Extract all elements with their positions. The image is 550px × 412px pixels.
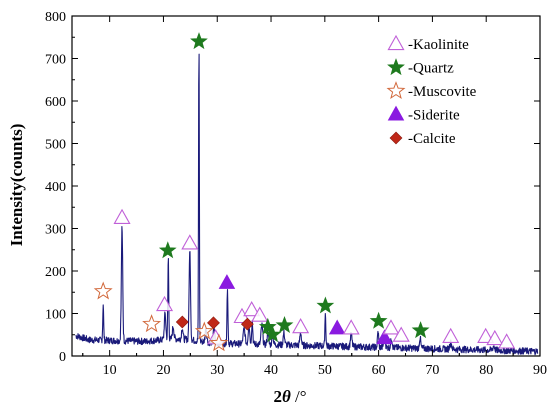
legend: -Kaolinite -Quartz -Muscovite -Siderite -Cal… (386, 34, 477, 147)
quartz-marker (263, 325, 282, 343)
x-tick-label: 60 (372, 363, 386, 378)
legend-label: -Calcite (408, 131, 456, 147)
axes: 10 20 30 40 50 60 70 80 90 0 100 200 300 400 500 600 700… (45, 10, 547, 378)
legend-label: -Kaolinite (408, 37, 469, 53)
kaolinite-marker (243, 300, 261, 317)
y-tick-label: 300 (45, 223, 66, 238)
quartz-marker (316, 296, 335, 314)
x-tick-label: 50 (318, 363, 332, 378)
x-tick-label: 30 (210, 363, 224, 378)
quartz-marker (369, 311, 388, 329)
muscovite-marker (142, 314, 162, 333)
quartz-marker (190, 32, 208, 50)
calcite-marker (207, 316, 220, 330)
kaolinite-marker (382, 319, 400, 335)
kaolinite-marker (342, 319, 360, 335)
kaolinite-marker (442, 327, 460, 344)
siderite-marker (218, 274, 236, 289)
y-tick-label: 700 (45, 53, 66, 68)
legend-diamond-filled-symbol (389, 131, 403, 145)
legend-triangle-filled-symbol (387, 105, 405, 121)
kaolinite-marker (251, 306, 269, 322)
siderite-marker (328, 319, 346, 335)
y-tick-label: 800 (45, 10, 66, 25)
kaolinite-marker (292, 317, 310, 334)
legend-star-filled-symbol (387, 58, 405, 76)
x-axis-label-unit: /° (291, 387, 307, 406)
siderite-marker (376, 329, 393, 345)
xrd-pattern-line (75, 53, 539, 356)
y-tick-label: 0 (59, 350, 66, 365)
y-tick-label: 400 (45, 180, 66, 195)
x-tick-label: 40 (264, 363, 278, 378)
y-axis-label: Intensity(counts) (7, 124, 26, 247)
legend-triangle-open-symbol (387, 34, 405, 51)
kaolinite-marker (477, 327, 495, 344)
quartz-marker (411, 321, 430, 339)
kaolinite-marker (113, 208, 131, 225)
plot-frame (71, 15, 541, 357)
kaolinite-marker (486, 329, 504, 346)
legend-label: -Quartz (408, 61, 454, 77)
calcite-marker (240, 317, 254, 331)
x-axis-label-symbol: θ (282, 387, 291, 406)
legend-label: -Muscovite (408, 84, 477, 100)
kaolinite-marker (181, 234, 199, 250)
quartz-marker (258, 317, 277, 335)
quartz-marker (275, 316, 294, 333)
calcite-marker (175, 315, 189, 329)
x-tick-label: 90 (533, 363, 547, 378)
x-axis-label: 2θ /° (273, 387, 306, 406)
kaolinite-marker (155, 295, 174, 312)
x-tick-label: 70 (425, 363, 439, 378)
y-tick-label: 600 (45, 95, 66, 110)
legend-label: -Siderite (408, 108, 460, 124)
x-tick-label: 10 (103, 363, 117, 378)
y-tick-label: 100 (45, 308, 66, 323)
y-tick-label: 500 (45, 138, 66, 153)
kaolinite-marker (498, 333, 516, 349)
y-tick-label: 200 (45, 265, 66, 280)
quartz-marker (158, 241, 177, 259)
kaolinite-marker (392, 326, 410, 342)
muscovite-marker (209, 333, 229, 352)
plot-area (75, 32, 539, 356)
muscovite-marker (194, 321, 214, 340)
x-tick-label: 20 (156, 363, 170, 378)
muscovite-marker (93, 281, 113, 300)
legend-star-open-symbol (386, 81, 406, 100)
x-axis-label-prefix: 2 (273, 387, 282, 406)
x-tick-label: 80 (479, 363, 493, 378)
